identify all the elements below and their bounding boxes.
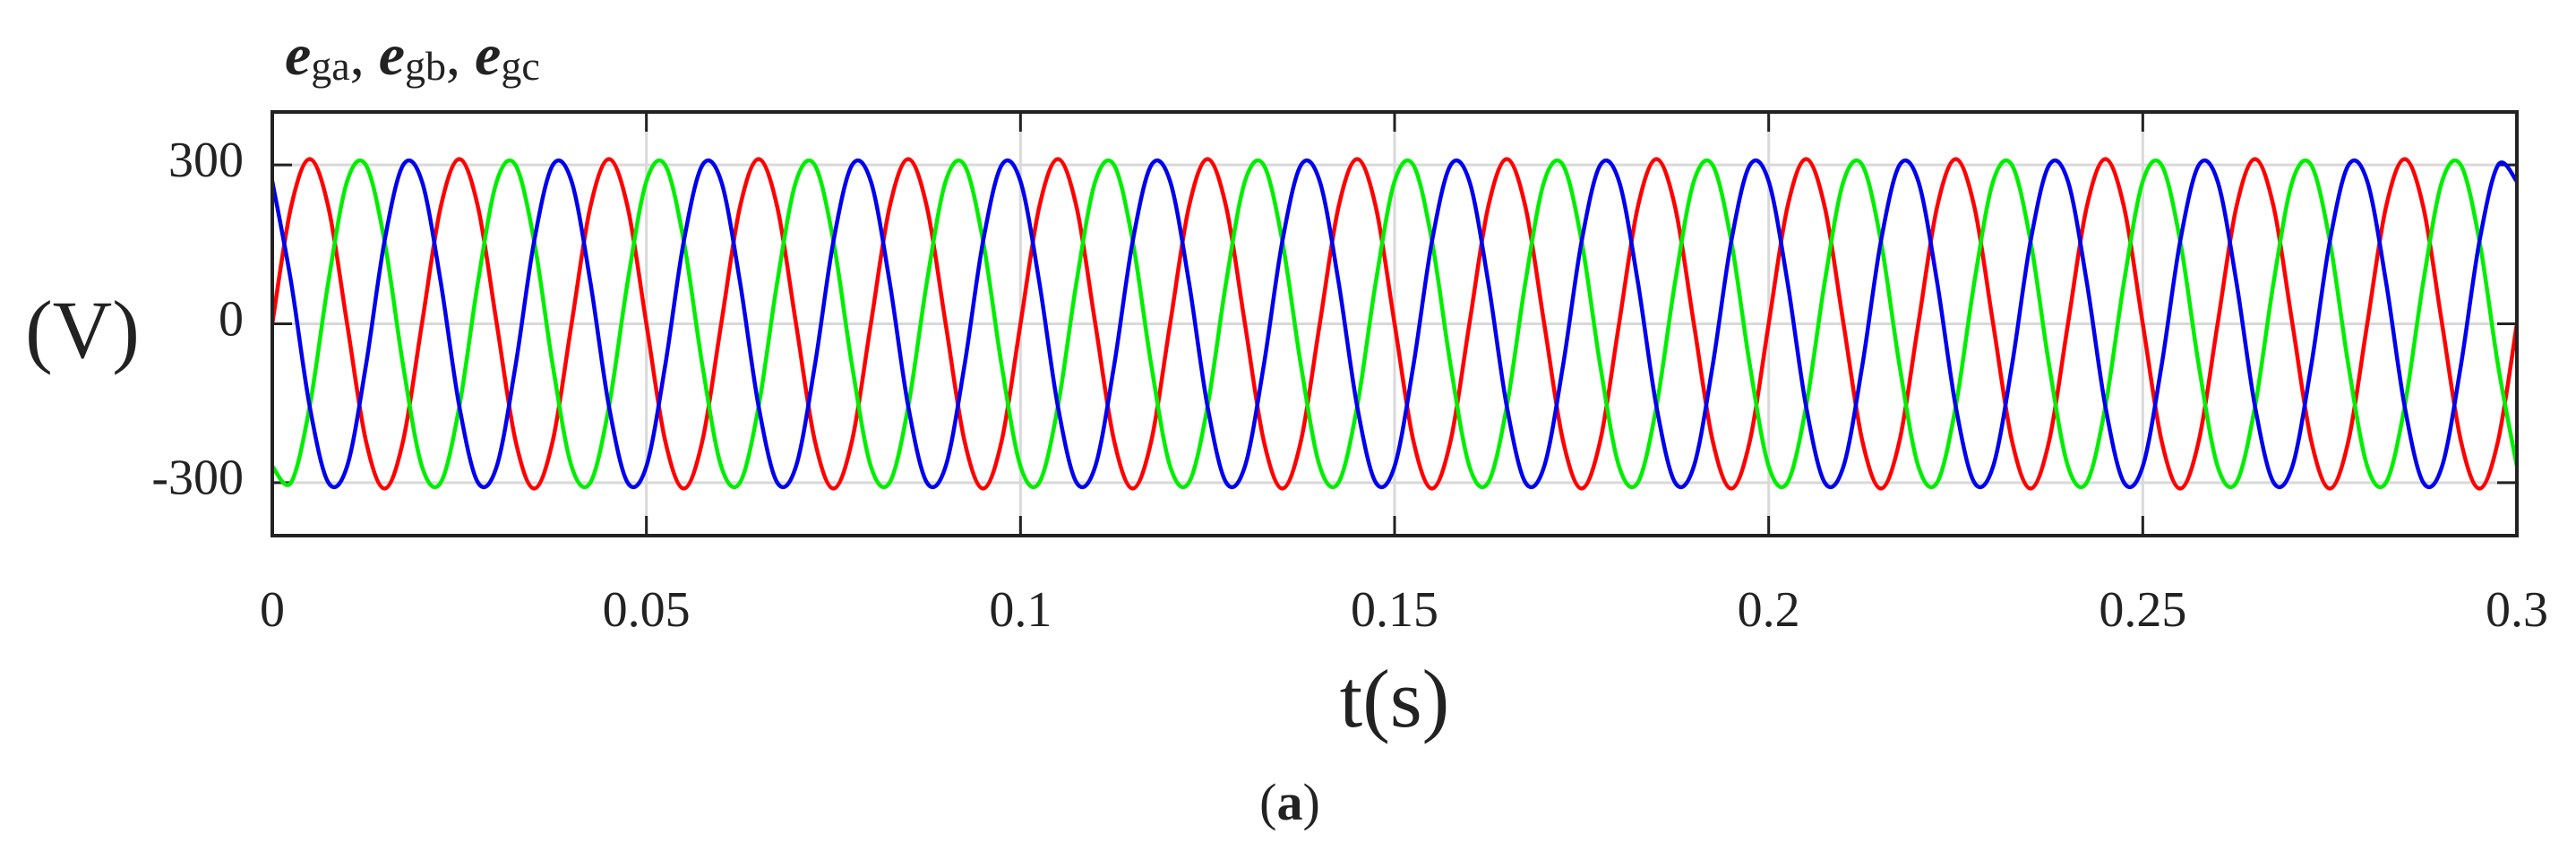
series-line xyxy=(272,158,2517,490)
title-symbol: e xyxy=(379,22,405,88)
title-space xyxy=(365,23,379,87)
x-tick-label: 0.1 xyxy=(989,582,1052,638)
title-separator: , xyxy=(350,23,365,87)
title-symbol: e xyxy=(475,22,501,88)
plot-area xyxy=(272,157,2517,491)
series-line xyxy=(272,158,2517,490)
title-subscript: gc xyxy=(501,43,539,89)
caption-close: ) xyxy=(1303,773,1320,831)
title-separator: , xyxy=(446,23,460,87)
title-space xyxy=(460,23,475,87)
x-tick-label: 0.3 xyxy=(2486,582,2548,638)
y-tick-label: -300 xyxy=(151,451,244,506)
x-tick-label: 0.25 xyxy=(2099,582,2186,638)
title-subscript: gb xyxy=(405,43,446,89)
chart-title: ega, egb, egc xyxy=(285,22,540,88)
y-axis-label: (V) xyxy=(25,284,140,375)
y-tick-label: 0 xyxy=(219,291,244,347)
x-tick-label: 0.05 xyxy=(603,582,691,638)
plot-frame xyxy=(270,110,2519,537)
x-tick-label: 0.15 xyxy=(1351,582,1438,638)
title-symbol: e xyxy=(285,22,311,88)
title-subscript: ga xyxy=(311,43,349,89)
caption-open: ( xyxy=(1259,773,1276,831)
caption-label: a xyxy=(1277,773,1303,831)
series-line xyxy=(272,157,2517,491)
x-axis-label: t(s) xyxy=(1340,653,1450,744)
x-tick-label: 0.2 xyxy=(1738,582,1800,638)
x-tick-label: 0 xyxy=(260,582,285,638)
y-tick-label: 300 xyxy=(168,133,244,188)
caption: (a) xyxy=(1259,773,1320,831)
